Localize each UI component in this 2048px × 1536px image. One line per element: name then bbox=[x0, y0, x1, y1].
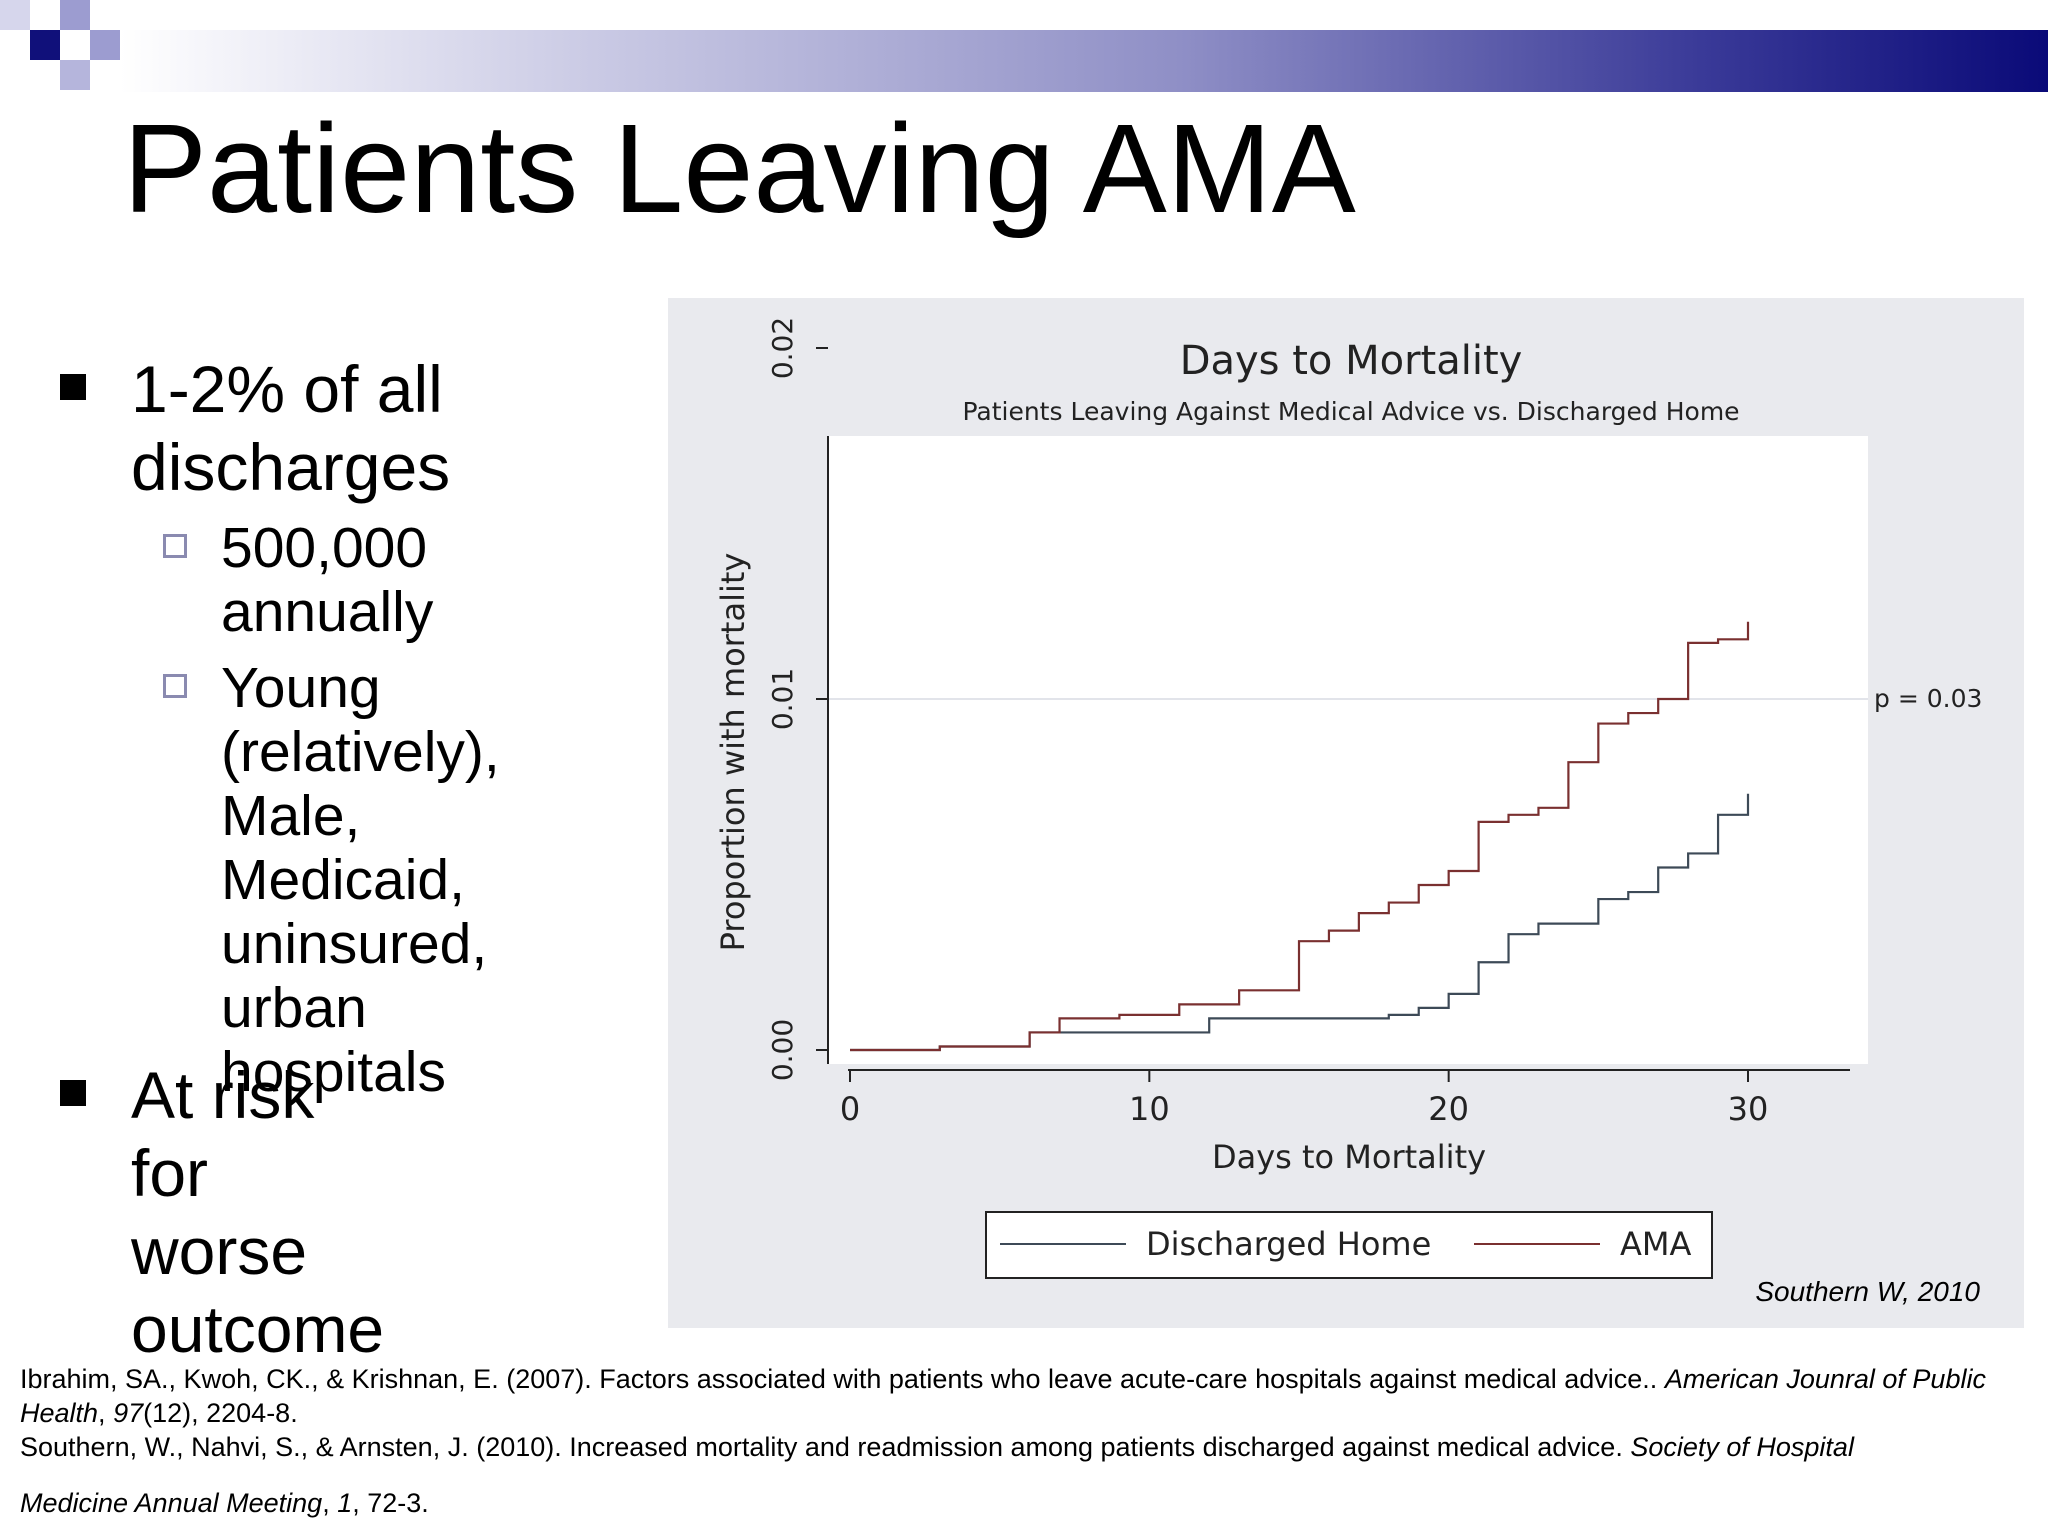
x-tick-label: 0 bbox=[840, 1090, 860, 1128]
reference-1-authors: Ibrahim, SA., Kwoh, CK., & Krishnan, E. … bbox=[20, 1364, 1658, 1394]
days-to-mortality-chart: 0.00 0.01 0.02 0 10 20 30 Days to Mortality Pa… bbox=[714, 317, 1982, 1279]
y-axis-title: Proportion with mortality bbox=[714, 553, 752, 952]
sub-bullet-line: annually bbox=[221, 580, 434, 644]
p-value-annotation: p = 0.03 bbox=[1874, 684, 1982, 713]
legend-label-discharged-home: Discharged Home bbox=[1146, 1225, 1431, 1263]
bullet-line: At risk for bbox=[131, 1058, 315, 1210]
bullet-marker bbox=[60, 1080, 86, 1106]
reference-1-pages: (12), 2204-8. bbox=[143, 1398, 298, 1428]
x-tick-label: 20 bbox=[1428, 1090, 1469, 1128]
x-axis-title: Days to Mortality bbox=[1212, 1138, 1486, 1176]
sub-bullet-demographics: Young (relatively), Male, Medicaid, unin… bbox=[221, 656, 500, 1104]
source-note: Southern W, 2010 bbox=[1755, 1276, 1980, 1307]
sub-bullet-line: Medicaid, bbox=[221, 848, 465, 912]
reference-2: Southern, W., Nahvi, S., & Arnsten, J. (… bbox=[20, 1430, 2020, 1464]
corner-square-light-3 bbox=[60, 60, 90, 90]
chart-title: Days to Mortality bbox=[1180, 338, 1523, 384]
references: Ibrahim, SA., Kwoh, CK., & Krishnan, E. … bbox=[20, 1362, 2020, 1520]
reference-1: Ibrahim, SA., Kwoh, CK., & Krishnan, E. … bbox=[20, 1364, 1986, 1428]
sub-bullet-line: Young bbox=[221, 656, 381, 720]
sub-bullet-marker bbox=[163, 534, 187, 558]
reference-2-volume: 1 bbox=[337, 1488, 353, 1518]
sub-bullet-line: Male, bbox=[221, 784, 361, 848]
sub-bullet-line: (relatively), bbox=[221, 720, 500, 784]
y-tick-label: 0.02 bbox=[766, 317, 799, 379]
y-tick-label: 0.01 bbox=[766, 668, 799, 730]
reference-2-journal-a: Society of Hospital bbox=[1630, 1432, 1854, 1462]
corner-square-dark bbox=[30, 30, 60, 60]
sub-bullet-annual: 500,000 annually bbox=[221, 516, 433, 644]
corner-square-light-1 bbox=[60, 0, 90, 30]
chart-panel: 0.00 0.01 0.02 0 10 20 30 Days to Mortality Pa… bbox=[668, 298, 2024, 1328]
bullet-line: discharges bbox=[131, 430, 451, 504]
legend-label-ama: AMA bbox=[1620, 1225, 1692, 1263]
sub-bullet-marker bbox=[163, 674, 187, 698]
reference-2-authors: Southern, W., Nahvi, S., & Arnsten, J. (… bbox=[20, 1432, 1623, 1462]
x-tick-label: 10 bbox=[1129, 1090, 1170, 1128]
slide-title: Patients Leaving AMA bbox=[123, 98, 1356, 239]
corner-square-light-4 bbox=[0, 0, 30, 30]
chart-legend: Discharged Home AMA bbox=[985, 1211, 1713, 1279]
sub-bullet-line: 500,000 bbox=[221, 516, 428, 580]
bullet-risk: At risk for worse outcome bbox=[131, 1056, 384, 1368]
series-line-ama bbox=[850, 621, 1750, 1052]
bullet-marker bbox=[60, 374, 86, 400]
sub-bullet-line: urban hospitals bbox=[221, 976, 446, 1104]
reference-2-journal-b: Medicine Annual Meeting bbox=[20, 1488, 323, 1518]
reference-2-cont: Medicine Annual Meeting, 1, 72-3. bbox=[20, 1488, 429, 1518]
series-line-discharged-home bbox=[850, 793, 1750, 1052]
chart-subtitle: Patients Leaving Against Medical Advice … bbox=[962, 397, 1739, 426]
reference-1-volume: 97 bbox=[113, 1398, 144, 1428]
reference-2-pages: , 72-3. bbox=[352, 1488, 429, 1518]
header-gradient-bar bbox=[120, 30, 2048, 92]
bullet-line: 1-2% of all bbox=[131, 352, 443, 426]
sub-bullet-line: uninsured, bbox=[221, 912, 488, 976]
reference-1-journal: American Jounral of Public Health bbox=[20, 1364, 1986, 1428]
corner-square-light-2 bbox=[90, 30, 120, 60]
bullet-line: worse outcome bbox=[131, 1214, 385, 1366]
plot-area bbox=[828, 436, 1868, 1064]
x-tick-label: 30 bbox=[1728, 1090, 1769, 1128]
y-tick-label: 0.00 bbox=[766, 1019, 799, 1081]
bullet-discharges: 1-2% of all discharges bbox=[131, 350, 450, 506]
